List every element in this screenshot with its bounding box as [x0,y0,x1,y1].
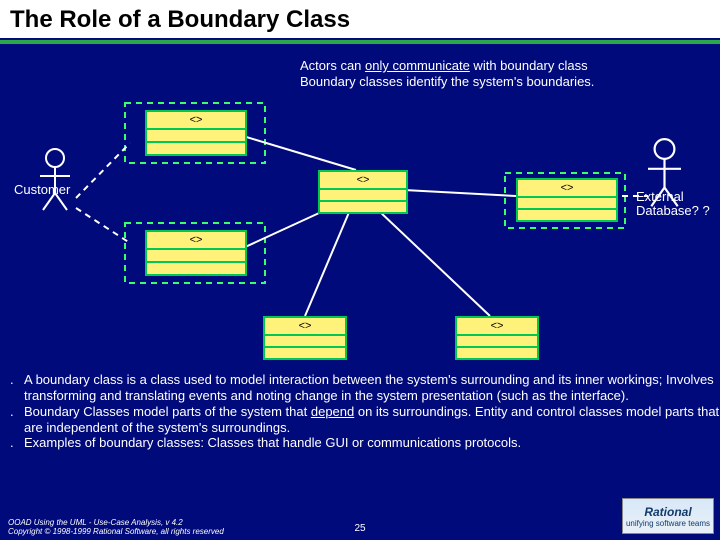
diagram-area: Actors can only communicate with boundar… [0,48,720,540]
logo-bottom: unifying software teams [626,519,710,528]
bullet-marker: . [10,435,24,451]
class-stereotype: <> [147,112,245,128]
class-box-entity_left: <> [263,316,347,360]
bullet-1: . A boundary class is a class used to mo… [10,372,720,404]
logo-top: Rational [644,505,691,519]
class-stereotype: <> [518,180,616,196]
bullet-marker: . [10,404,24,436]
bullet-marker: . [10,372,24,404]
class-box-control: <> [318,170,408,214]
bullets: . A boundary class is a class used to mo… [10,372,720,451]
bullet-2: . Boundary Classes model parts of the sy… [10,404,720,436]
title-bar: The Role of a Boundary Class [0,0,720,38]
bullet-3: . Examples of boundary classes: Classes … [10,435,720,451]
rational-logo: Rational unifying software teams [622,498,714,534]
title-rule [0,40,720,44]
class-box-boundary_top: <> [145,110,247,156]
page-number: 25 [0,523,720,534]
bullet-2-text: Boundary Classes model parts of the syst… [24,404,720,436]
bullet-2b: depend [311,404,354,419]
class-box-entity_right: <> [455,316,539,360]
bullet-3-text: Examples of boundary classes: Classes th… [24,435,521,451]
class-box-boundary_right: <> [516,178,618,222]
class-box-boundary_left: <> [145,230,247,276]
class-stereotype: <> [457,318,537,334]
class-stereotype: <> [320,172,406,188]
class-stereotype: <> [265,318,345,334]
bullet-2a: Boundary Classes model parts of the syst… [24,404,311,419]
bullet-1-text: A boundary class is a class used to mode… [24,372,720,404]
page-title: The Role of a Boundary Class [10,6,350,33]
class-stereotype: <> [147,232,245,248]
